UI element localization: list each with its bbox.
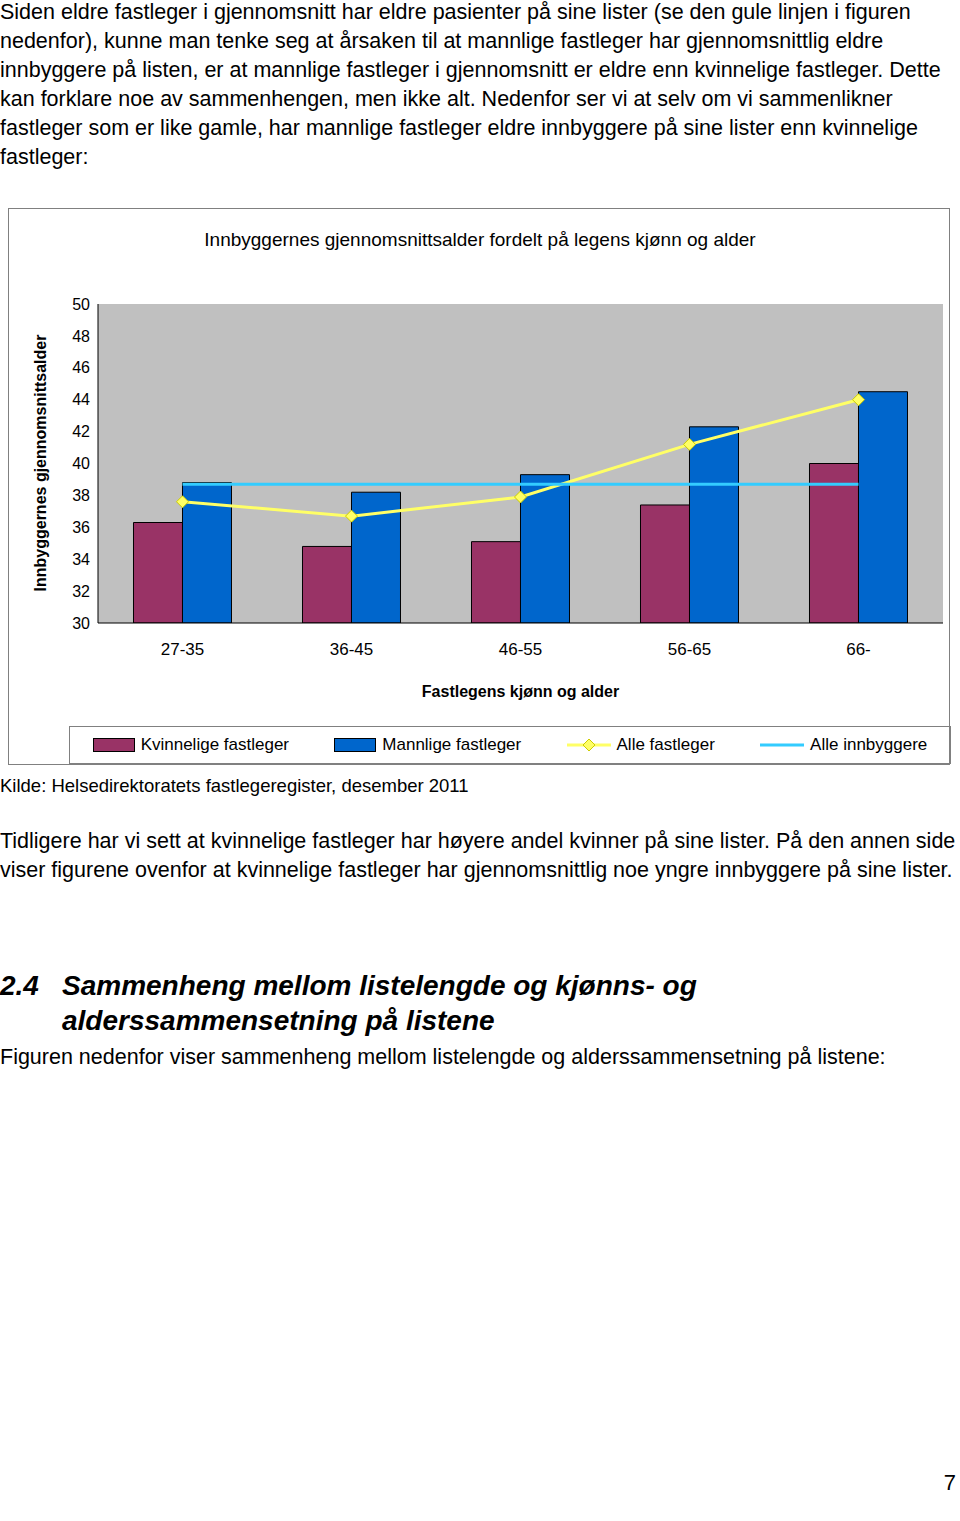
- html-text:Kilde: Helsedirektoratets fast: Kilde: Helsedirektoratets fastlegeregist…: [0, 775, 469, 796]
- html-text:Mannlige fastleger: Mannlige fastleger: [382, 735, 522, 754]
- svg-text:44: 44: [72, 391, 90, 408]
- svg-text:38: 38: [72, 487, 90, 504]
- svg-text:46-55: 46-55: [499, 640, 542, 659]
- svg-text:40: 40: [72, 455, 90, 472]
- html-text:Tidligere har vi sett at kvinn: Tidligere har vi sett at kvinnelige fast…: [0, 829, 956, 882]
- svg-text:42: 42: [72, 423, 90, 440]
- svg-text:66-: 66-: [846, 640, 871, 659]
- svg-text:46: 46: [72, 359, 90, 376]
- svg-text:36-45: 36-45: [330, 640, 373, 659]
- svg-text:56-65: 56-65: [668, 640, 711, 659]
- svg-text:30: 30: [72, 615, 90, 632]
- svg-text:34: 34: [72, 551, 90, 568]
- html-text:Alle innbyggere: Alle innbyggere: [810, 735, 928, 754]
- html-text:7: 7: [943, 1470, 956, 1495]
- html-text:Alle fastleger: Alle fastleger: [616, 735, 715, 754]
- svg-text:32: 32: [72, 583, 90, 600]
- svg-text:50: 50: [72, 296, 90, 313]
- html-text:Sammenheng mellom listelengde: Sammenheng mellom listelengde og kjønns-…: [62, 970, 697, 1036]
- html-text:Kvinnelige fastleger: Kvinnelige fastleger: [140, 735, 289, 754]
- html-text:Innbyggernes gjennomsnittsalde: Innbyggernes gjennomsnittsalder: [32, 334, 49, 592]
- html-text:Innbyggernes gjennomsnittsalde: Innbyggernes gjennomsnittsalder fordelt …: [204, 229, 756, 250]
- svg-text:Fastlegens kjønn og alder: Fastlegens kjønn og alder: [422, 683, 619, 700]
- svg-text:27-35: 27-35: [161, 640, 204, 659]
- html-text:Figuren nedenfor viser sammenh: Figuren nedenfor viser sammenheng mellom…: [0, 1045, 886, 1069]
- html-text:Siden eldre fastleger i gjenno: Siden eldre fastleger i gjennomsnitt har…: [0, 0, 941, 169]
- html-text:2.4: 2.4: [0, 970, 39, 1001]
- svg-text:36: 36: [72, 519, 90, 536]
- svg-text:48: 48: [72, 328, 90, 345]
